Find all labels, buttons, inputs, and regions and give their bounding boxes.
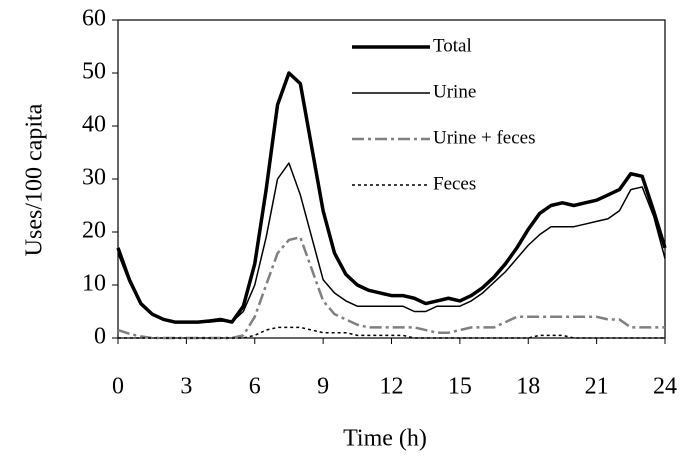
y-tick-label: 0 bbox=[94, 324, 106, 350]
x-axis-label: Time (h) bbox=[343, 426, 427, 452]
x-tick-label: 21 bbox=[585, 374, 609, 400]
plot-frame bbox=[117, 19, 666, 339]
x-tick-label: 9 bbox=[317, 374, 329, 400]
x-tick-label: 6 bbox=[249, 374, 261, 400]
legend-label: Urine bbox=[433, 81, 476, 102]
y-tick-label: 10 bbox=[82, 271, 106, 297]
y-tick-label: 30 bbox=[82, 165, 106, 191]
x-tick-label: 15 bbox=[448, 374, 472, 400]
y-tick-label: 60 bbox=[82, 6, 106, 32]
legend-label: Urine + feces bbox=[433, 127, 536, 148]
x-tick-label: 18 bbox=[516, 374, 540, 400]
y-axis-label: Uses/100 capita bbox=[22, 103, 48, 256]
series-line bbox=[118, 326, 665, 339]
series-line bbox=[117, 162, 666, 323]
legend-label: Feces bbox=[433, 173, 476, 194]
x-tick-label: 3 bbox=[180, 374, 192, 400]
legend-label: Total bbox=[433, 35, 472, 56]
x-tick-label: 12 bbox=[380, 374, 404, 400]
y-tick-label: 40 bbox=[82, 112, 106, 138]
x-tick-label: 0 bbox=[112, 374, 124, 400]
y-tick-label: 50 bbox=[82, 59, 106, 85]
y-tick-label: 20 bbox=[82, 218, 106, 244]
x-tick-label: 24 bbox=[653, 374, 677, 400]
series-line bbox=[116, 71, 667, 324]
